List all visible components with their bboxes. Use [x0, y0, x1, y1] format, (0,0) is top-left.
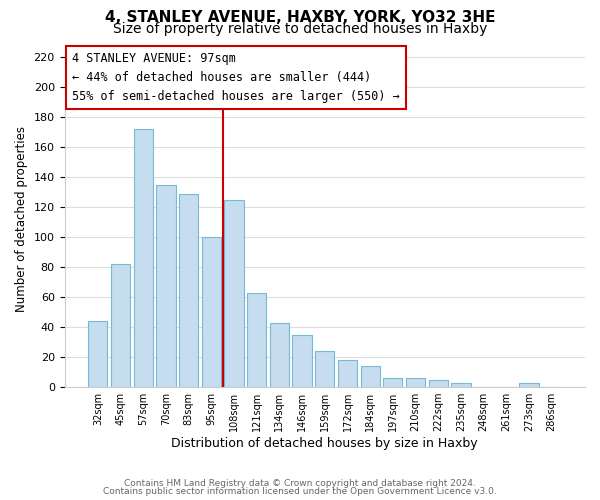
Bar [406, 378, 425, 387]
Bar [134, 130, 153, 387]
Text: 4 STANLEY AVENUE: 97sqm
← 44% of detached houses are smaller (444)
55% of semi-d: 4 STANLEY AVENUE: 97sqm ← 44% of detache… [73, 52, 400, 102]
Y-axis label: Number of detached properties: Number of detached properties [15, 126, 28, 312]
Text: Size of property relative to detached houses in Haxby: Size of property relative to detached ho… [113, 22, 487, 36]
Text: Contains HM Land Registry data © Crown copyright and database right 2024.: Contains HM Land Registry data © Crown c… [124, 478, 476, 488]
Bar [202, 238, 221, 387]
Bar [88, 321, 107, 387]
Bar [270, 322, 289, 387]
Bar [292, 334, 312, 387]
Bar [520, 382, 539, 387]
Bar [179, 194, 198, 387]
Bar [111, 264, 130, 387]
Text: Contains public sector information licensed under the Open Government Licence v3: Contains public sector information licen… [103, 487, 497, 496]
Bar [315, 351, 334, 387]
Text: 4, STANLEY AVENUE, HAXBY, YORK, YO32 3HE: 4, STANLEY AVENUE, HAXBY, YORK, YO32 3HE [105, 10, 495, 25]
Bar [338, 360, 357, 387]
Bar [156, 185, 176, 387]
X-axis label: Distribution of detached houses by size in Haxby: Distribution of detached houses by size … [172, 437, 478, 450]
Bar [451, 382, 470, 387]
Bar [247, 292, 266, 387]
Bar [428, 380, 448, 387]
Bar [224, 200, 244, 387]
Bar [383, 378, 403, 387]
Bar [361, 366, 380, 387]
